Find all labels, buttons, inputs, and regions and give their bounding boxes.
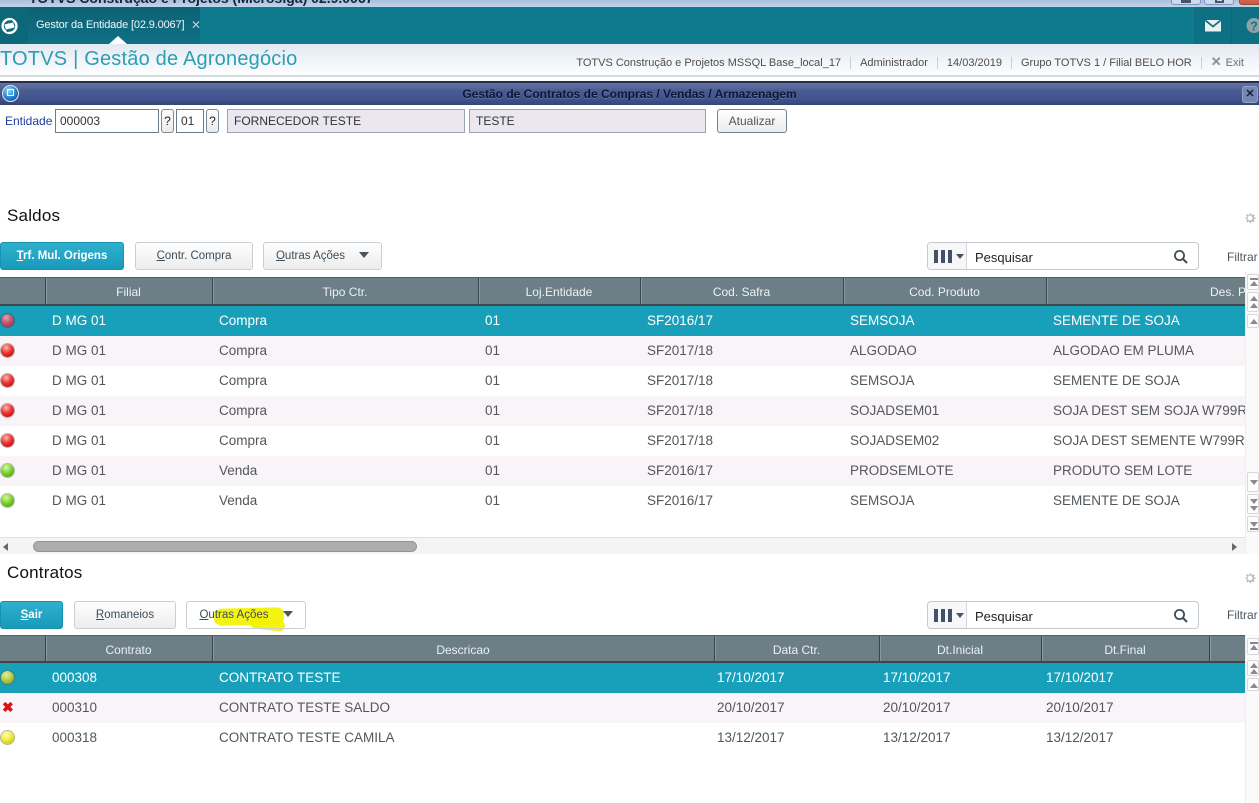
svg-text:?: ? (1250, 20, 1258, 34)
